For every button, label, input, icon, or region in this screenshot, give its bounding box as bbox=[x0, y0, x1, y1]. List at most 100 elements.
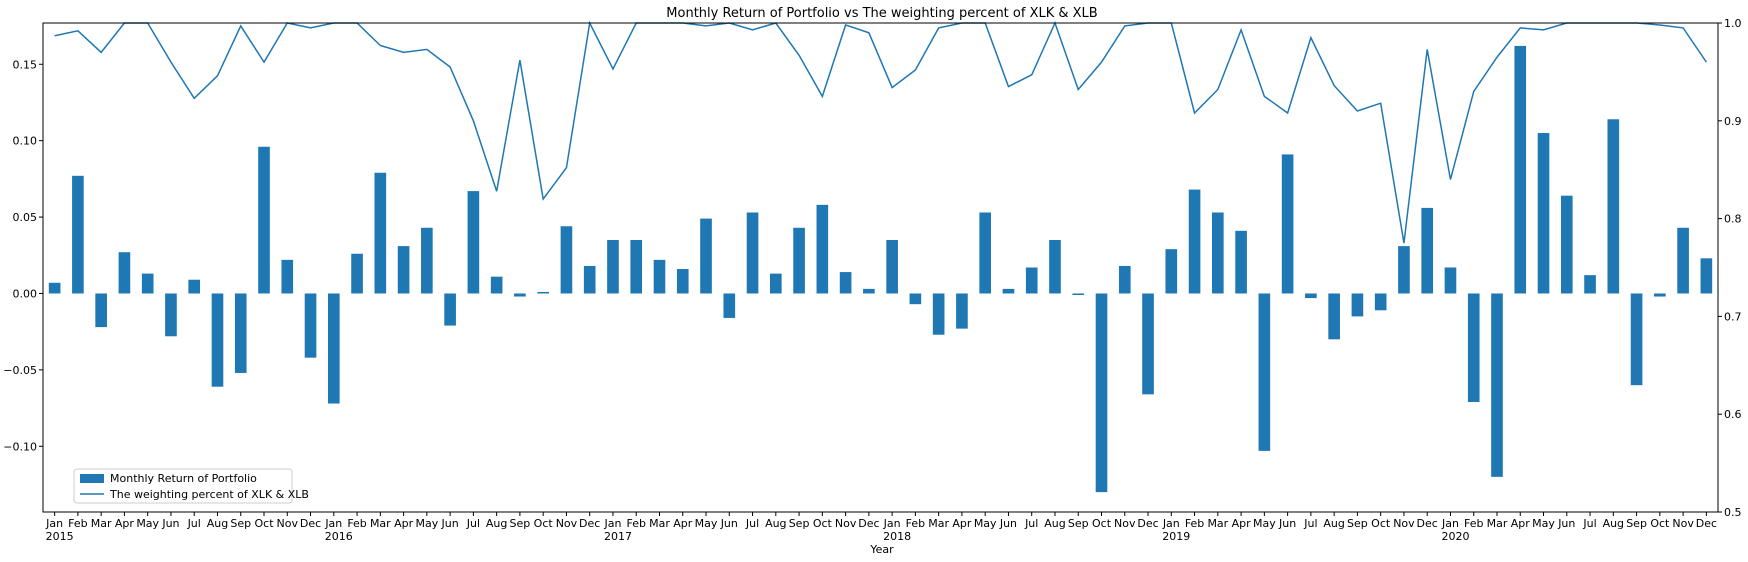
x-axis: Jan Feb Mar Apr May Jun Jul Aug Sep Oct Nov Dec Jan F… bbox=[45, 512, 1717, 543]
bar-35 bbox=[863, 288, 875, 294]
bar-66 bbox=[1584, 275, 1596, 294]
x-tick-label-22: Nov bbox=[556, 517, 578, 530]
bar-65 bbox=[1560, 195, 1573, 294]
bar-21 bbox=[537, 291, 549, 294]
x-tick-label-27: Apr bbox=[673, 517, 693, 530]
x-tick-label-17: Jun bbox=[441, 517, 459, 530]
x-tick-label-33: Oct bbox=[813, 517, 833, 530]
x-tick-label-71: Dec bbox=[1696, 517, 1717, 530]
x-tick-label-51: Apr bbox=[1232, 517, 1252, 530]
x-year-label-2: 2017 bbox=[604, 530, 632, 543]
bar-64 bbox=[1537, 133, 1550, 294]
bar-12 bbox=[327, 293, 340, 404]
x-tick-label-14: Mar bbox=[370, 517, 391, 530]
bar-27 bbox=[676, 269, 689, 294]
bar-47 bbox=[1142, 293, 1154, 395]
bar-8 bbox=[234, 293, 247, 373]
x-tick-label-36: Jan bbox=[883, 517, 901, 530]
bar-31 bbox=[769, 273, 782, 294]
x-tick-label-49: Feb bbox=[1185, 517, 1204, 530]
x-tick-label-13: Feb bbox=[347, 517, 366, 530]
right-tick-label-2: 0.7 bbox=[1724, 310, 1742, 323]
x-year-label-3: 2018 bbox=[883, 530, 911, 543]
x-year-label-0: 2015 bbox=[46, 530, 74, 543]
bar-56 bbox=[1351, 293, 1364, 317]
bar-60 bbox=[1444, 267, 1457, 294]
bar-9 bbox=[258, 146, 270, 294]
x-tick-label-55: Aug bbox=[1323, 517, 1344, 530]
bar-63 bbox=[1514, 45, 1527, 294]
bar-41 bbox=[1002, 288, 1015, 294]
right-tick-label-5: 1.0 bbox=[1724, 17, 1742, 30]
legend-label-bar: Monthly Return of Portfolio bbox=[110, 472, 257, 485]
bar-22 bbox=[560, 226, 573, 294]
x-tick-label-34: Nov bbox=[835, 517, 857, 530]
x-tick-label-58: Nov bbox=[1393, 517, 1415, 530]
x-tick-label-12: Jan bbox=[324, 517, 342, 530]
left-tick-label-1: −0.05 bbox=[3, 364, 37, 377]
left-tick-label-0: −0.10 bbox=[3, 440, 37, 453]
x-tick-label-4: May bbox=[136, 517, 159, 530]
x-tick-label-26: Mar bbox=[649, 517, 670, 530]
x-tick-label-15: Apr bbox=[394, 517, 414, 530]
x-tick-label-63: Apr bbox=[1511, 517, 1531, 530]
bar-2 bbox=[95, 293, 107, 328]
bar-0 bbox=[48, 282, 61, 294]
x-tick-label-28: May bbox=[695, 517, 718, 530]
x-tick-label-66: Jul bbox=[1582, 517, 1596, 530]
bar-45 bbox=[1095, 293, 1108, 493]
bar-34 bbox=[839, 272, 852, 294]
bar-3 bbox=[118, 252, 131, 294]
left-y-axis: −0.10 −0.05 0.00 0.05 0.10 0.15 bbox=[3, 58, 43, 453]
bar-50 bbox=[1212, 212, 1224, 294]
bar-29 bbox=[723, 293, 736, 318]
x-tick-label-56: Sep bbox=[1347, 517, 1368, 530]
bar-15 bbox=[397, 246, 410, 294]
bar-26 bbox=[653, 259, 666, 294]
x-tick-label-60: Jan bbox=[1441, 517, 1459, 530]
x-tick-label-19: Aug bbox=[486, 517, 507, 530]
bar-48 bbox=[1165, 249, 1178, 294]
bar-28 bbox=[700, 218, 712, 294]
bar-40 bbox=[979, 212, 992, 294]
x-tick-label-65: Jun bbox=[1557, 517, 1575, 530]
left-tick-label-5: 0.15 bbox=[13, 58, 38, 71]
x-tick-label-3: Apr bbox=[115, 517, 135, 530]
bar-16 bbox=[421, 227, 433, 294]
right-y-axis: 0.5 0.6 0.7 0.8 0.9 1.0 bbox=[1718, 17, 1742, 519]
bar-13 bbox=[351, 253, 363, 294]
bar-54 bbox=[1305, 293, 1317, 299]
bar-19 bbox=[490, 276, 503, 294]
x-tick-label-69: Oct bbox=[1650, 517, 1670, 530]
bar-24 bbox=[607, 239, 619, 294]
x-tick-label-24: Jan bbox=[603, 517, 621, 530]
left-tick-label-4: 0.10 bbox=[13, 135, 38, 148]
bar-4 bbox=[141, 273, 154, 294]
x-tick-label-9: Oct bbox=[254, 517, 274, 530]
x-tick-label-2: Mar bbox=[91, 517, 112, 530]
x-year-label-5: 2020 bbox=[1441, 530, 1469, 543]
x-tick-label-48: Jan bbox=[1162, 517, 1180, 530]
x-tick-label-29: Jun bbox=[720, 517, 738, 530]
x-tick-label-20: Sep bbox=[510, 517, 531, 530]
bar-58 bbox=[1398, 246, 1410, 294]
x-tick-label-64: May bbox=[1532, 517, 1555, 530]
bar-71 bbox=[1700, 258, 1713, 294]
x-tick-label-70: Nov bbox=[1672, 517, 1694, 530]
right-tick-label-4: 0.9 bbox=[1724, 115, 1742, 128]
x-tick-label-18: Jul bbox=[466, 517, 480, 530]
bar-70 bbox=[1677, 227, 1689, 294]
bar-59 bbox=[1421, 207, 1434, 294]
bar-68 bbox=[1630, 293, 1643, 386]
x-tick-label-10: Nov bbox=[277, 517, 299, 530]
bar-67 bbox=[1607, 119, 1620, 294]
bars-layer bbox=[48, 45, 1713, 493]
x-tick-label-39: Apr bbox=[952, 517, 972, 530]
bar-39 bbox=[956, 293, 968, 329]
legend-swatch-bar bbox=[80, 474, 104, 483]
x-tick-label-61: Feb bbox=[1464, 517, 1483, 530]
bar-44 bbox=[1072, 293, 1085, 296]
bar-6 bbox=[188, 279, 201, 294]
